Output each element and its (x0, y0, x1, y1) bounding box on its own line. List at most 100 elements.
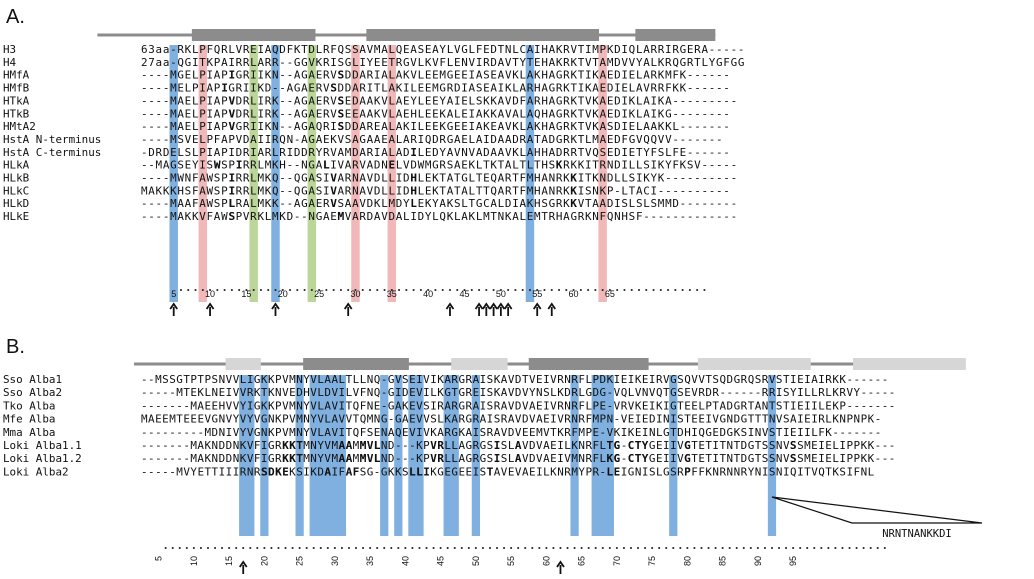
ruler-dot (362, 546, 365, 550)
ruler-dot (763, 546, 766, 550)
conserved-residue: A (515, 439, 522, 452)
ruler-tick-label: 85 (718, 556, 728, 566)
position-arrow-icon (482, 302, 491, 316)
conserved-residue: D (268, 465, 275, 478)
structure-element (697, 358, 811, 370)
ruler-tick-label: 65 (577, 556, 587, 566)
ruler-tick-label: 90 (753, 556, 763, 566)
ruler-dot (659, 288, 662, 292)
position-arrow-icon (271, 302, 280, 316)
ruler-tick-label: 50 (471, 556, 481, 566)
ruler-dot (608, 288, 611, 292)
ruler-dot (799, 546, 802, 550)
ruler-dot (326, 546, 329, 550)
conserved-residue: A (346, 439, 353, 452)
conserved-residue: L (416, 465, 423, 478)
conserved-residue: V (229, 94, 236, 107)
ruler-dot (579, 288, 582, 292)
highlight-column (337, 375, 347, 536)
sequence-residues: ----MELPIAPIGRIIKD--AGAERVSDDARITLAKILEE… (141, 82, 730, 95)
conserved-residue: K (282, 452, 289, 465)
sequence-residues: ---------MDNIVYVGNKPVMNYVLAVITQFSENAQEVI… (141, 426, 881, 439)
ruler-dot (587, 288, 590, 292)
ruler-tick-label: 35 (365, 556, 375, 566)
ruler-dot (601, 288, 604, 292)
ruler-dot (453, 546, 456, 550)
ruler-dot (514, 288, 517, 292)
ruler-dot (460, 546, 463, 550)
structure-element (853, 358, 966, 370)
sequence-residues: ----MAELPIAPVDRLIRK--AGAERVSEEAAKVLAEHLE… (141, 107, 730, 120)
ruler-dot (270, 546, 273, 550)
highlight-column (525, 45, 535, 302)
ruler-dot (383, 288, 386, 292)
conserved-residue: K (289, 452, 296, 465)
ruler-dot (510, 546, 513, 550)
highlight-column (394, 375, 403, 536)
ruler-tick-label: 20 (278, 289, 288, 299)
ruler-dot (545, 546, 548, 550)
ruler-dot (728, 546, 731, 550)
position-arrow-icon (489, 302, 498, 316)
ruler-dot (340, 546, 343, 550)
ruler-dot (883, 546, 886, 550)
conserved-residue: S (338, 120, 345, 133)
ruler-tick-label: 40 (423, 289, 433, 299)
sequence-name: HLkB (3, 172, 30, 185)
position-arrow-icon (474, 302, 484, 316)
conserved-residue: I (229, 69, 236, 82)
ruler-dot (688, 288, 691, 292)
ruler-dot (291, 546, 294, 550)
conserved-residue: T (296, 439, 303, 452)
highlight-column (450, 375, 459, 536)
highlight-column (316, 375, 325, 536)
sequence-residues: -----MVYETTIIIRNRSDKEKSIKDAIFAFSG-GKKSLL… (141, 465, 875, 478)
sequence-name: H3 (3, 43, 16, 56)
ruler-dot (566, 546, 569, 550)
ruler-tick-label: 65 (605, 289, 615, 299)
conserved-residue: C (628, 439, 635, 452)
ruler-dot (418, 546, 421, 550)
ruler-dot (834, 546, 837, 550)
conserved-residue: T (296, 452, 303, 465)
conserved-residue: G (684, 452, 691, 465)
position-arrow-icon (343, 302, 353, 316)
conserved-residue: V (229, 107, 236, 120)
ruler-dot (813, 546, 816, 550)
ruler-dot (390, 546, 393, 550)
conserved-residue: S (790, 452, 797, 465)
ruler-dot (622, 546, 625, 550)
ruler-dot (524, 546, 527, 550)
ruler-dot (681, 288, 684, 292)
ruler-tick-label: 75 (647, 556, 657, 566)
ruler-tick-label: 40 (400, 556, 410, 566)
sequence-name: Loki Alba1.2 (3, 452, 82, 465)
conserved-residue: S (338, 69, 345, 82)
sequence-residues: 63aa-RKLPFQRLVREIAQDFKTDLRFQSSAVMALQEASE… (141, 43, 744, 56)
ruler-dot (623, 288, 626, 292)
conserved-residue: V (430, 439, 437, 452)
structure-element (366, 29, 600, 41)
conserved-residue: M (338, 210, 345, 223)
sequence-residues: --MSSGTPTPSNVVLIGKKPVMNYVLAALTLLNQ-GVSEI… (141, 373, 888, 386)
sequence-name: Loki Alba2 (3, 465, 69, 478)
ruler-dot (354, 288, 357, 292)
sequence-residues: --MAGSEYISWSPIRRLMKH--NGALIVARVADNELVDWM… (141, 159, 737, 172)
ruler-dot (179, 288, 183, 292)
conserved-residue: E (282, 465, 289, 478)
sequence-residues: -------MAKNDDNKVFIGRKKTMNYVMAAMMVLND---K… (141, 439, 895, 452)
conserved-residue: T (635, 452, 642, 465)
ruler-tick-label: 55 (532, 289, 542, 299)
conserved-residue: L (229, 197, 236, 210)
ruler-dot (245, 288, 248, 292)
ruler-dot (616, 288, 619, 292)
conserved-residue: A (346, 465, 353, 478)
conserved-residue: Y (642, 452, 649, 465)
position-arrow-icon (496, 302, 506, 316)
ruler-dot (305, 546, 308, 550)
ruler-dot (636, 546, 640, 550)
highlight-column (570, 375, 579, 536)
ruler-dot (785, 546, 788, 550)
